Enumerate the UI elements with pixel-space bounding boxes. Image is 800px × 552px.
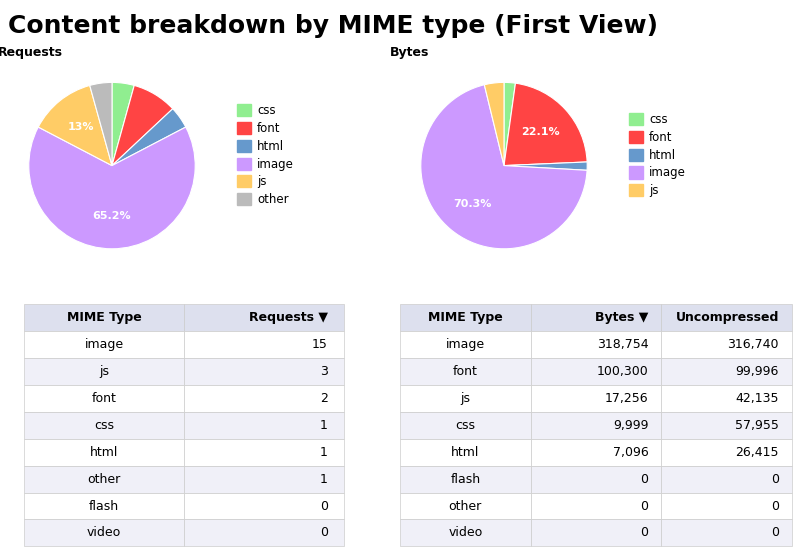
Legend: css, font, html, image, js: css, font, html, image, js [624,108,690,202]
Text: Content breakdown by MIME type (First View): Content breakdown by MIME type (First Vi… [8,14,658,38]
Text: Requests: Requests [0,46,62,59]
Text: 65.2%: 65.2% [93,210,131,220]
Wedge shape [504,162,587,171]
Wedge shape [504,83,587,166]
Wedge shape [112,109,186,166]
Wedge shape [504,82,515,166]
Wedge shape [112,82,134,166]
Wedge shape [421,85,587,249]
Text: Bytes: Bytes [390,46,429,59]
Text: 13%: 13% [67,122,94,132]
Legend: css, font, html, image, js, other: css, font, html, image, js, other [232,99,298,211]
Text: 70.3%: 70.3% [453,199,491,209]
Wedge shape [90,82,112,166]
Wedge shape [38,86,112,166]
Wedge shape [112,86,173,166]
Wedge shape [29,127,195,249]
Text: 22.1%: 22.1% [522,127,560,137]
Wedge shape [484,82,504,166]
